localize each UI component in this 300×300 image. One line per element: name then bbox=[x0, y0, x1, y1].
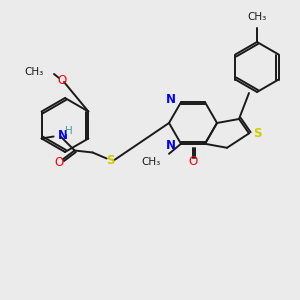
Text: CH₃: CH₃ bbox=[142, 157, 161, 167]
Text: O: O bbox=[188, 155, 198, 168]
Text: O: O bbox=[57, 74, 67, 86]
Text: CH₃: CH₃ bbox=[25, 67, 44, 77]
Text: N: N bbox=[166, 139, 176, 152]
Text: O: O bbox=[54, 156, 63, 169]
Text: S: S bbox=[106, 154, 115, 167]
Text: N: N bbox=[58, 129, 68, 142]
Text: S: S bbox=[253, 127, 262, 140]
Text: N: N bbox=[166, 93, 176, 106]
Text: CH₃: CH₃ bbox=[248, 12, 267, 22]
Text: H: H bbox=[64, 127, 72, 136]
